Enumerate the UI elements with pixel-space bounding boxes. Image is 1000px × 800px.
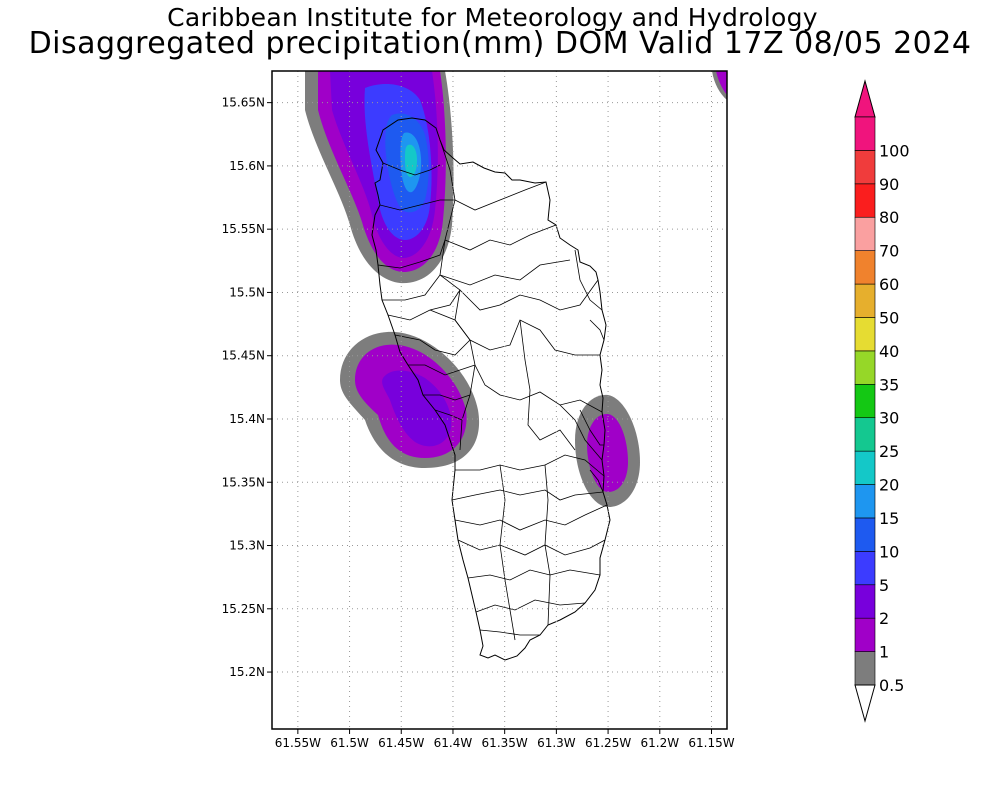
colorbar-label: 5: [879, 576, 889, 595]
colorbar-label: 2: [879, 609, 889, 628]
colorbar-label: 20: [879, 476, 899, 495]
lat-tick-label: 15.6N: [229, 159, 265, 173]
lat-tick-label: 15.4N: [229, 412, 265, 426]
lat-tick-label: 15.35N: [222, 475, 265, 489]
colorbar-swatch: [854, 450, 876, 485]
colorbar-swatch: [854, 216, 876, 251]
colorbar-label: 100: [879, 141, 910, 160]
precip-area-north-east-corner: [712, 71, 727, 100]
colorbar-label: 50: [879, 308, 899, 327]
grid-lines: [272, 71, 727, 729]
title-product: Disaggregated precipitation(mm) DOM Vali…: [28, 26, 972, 61]
colorbar-swatch: [854, 350, 876, 385]
colorbar-label: 0.5: [879, 676, 904, 695]
colorbar-label: 30: [879, 409, 899, 428]
lat-tick-label: 15.5N: [229, 285, 265, 299]
colorbar-swatch: [854, 383, 876, 419]
lon-tick-label: 61.5W: [330, 736, 369, 750]
lon-tick-label: 61.55W: [275, 736, 321, 750]
colorbar-swatch: [854, 250, 876, 285]
colorbar-label: 15: [879, 509, 899, 528]
plot-area: [272, 71, 727, 729]
colorbar-label: 80: [879, 208, 899, 227]
lat-tick-label: 15.55N: [222, 222, 265, 236]
colorbar-swatch: [854, 317, 876, 352]
colorbar-swatch: [854, 183, 876, 218]
lat-tick-label: 15.3N: [229, 539, 265, 553]
precip-area-west-central: [340, 331, 480, 468]
colorbar-swatch: [854, 484, 876, 519]
colorbar-under-triangle: [854, 684, 876, 723]
colorbar-swatch: [854, 584, 876, 619]
lat-tick-label: 15.25N: [222, 602, 265, 616]
colorbar-label: 10: [879, 542, 899, 561]
colorbar-label: 25: [879, 442, 899, 461]
watershed-lines: [377, 139, 608, 641]
lon-tick-label: 61.2W: [640, 736, 679, 750]
colorbar-swatch: [854, 150, 876, 185]
colorbar-swatch: [854, 617, 876, 652]
colorbar-swatch: [854, 551, 876, 586]
island-outline: [371, 117, 611, 661]
lon-tick-label: 61.45W: [378, 736, 424, 750]
lon-tick-label: 61.35W: [482, 736, 528, 750]
lon-tick-label: 61.3W: [537, 736, 576, 750]
title-institute: Caribbean Institute for Meteorology and …: [167, 3, 818, 32]
lat-axis: 15.65N 15.6N 15.55N 15.5N 15.45N 15.4N 15.35N 1…: [222, 96, 272, 679]
colorbar-swatch: [854, 517, 876, 552]
colorbar-swatch: [854, 283, 876, 318]
colorbar-swatch: [854, 417, 876, 452]
lon-tick-label: 61.25W: [585, 736, 631, 750]
colorbar-label: 70: [879, 242, 899, 261]
lat-tick-label: 15.2N: [229, 665, 265, 679]
colorbar-over-triangle: [854, 79, 876, 118]
lat-tick-label: 15.65N: [222, 96, 265, 110]
colorbar-label: 90: [879, 175, 899, 194]
colorbar-label: 60: [879, 275, 899, 294]
colorbar-label: 1: [879, 643, 889, 662]
colorbar-label: 35: [879, 375, 899, 394]
colorbar-swatch: [854, 651, 876, 686]
lon-axis: 61.55W 61.5W 61.45W 61.4W 61.35W 61.3W 61.25W 6…: [275, 729, 735, 750]
lon-tick-label: 61.4W: [434, 736, 473, 750]
lon-tick-label: 61.15W: [688, 736, 734, 750]
colorbar-label: 40: [879, 342, 899, 361]
plot-frame: [271, 70, 728, 730]
precip-area-east-coast: [575, 394, 640, 508]
lat-tick-label: 15.45N: [222, 349, 265, 363]
colorbar-swatch: [854, 116, 876, 151]
